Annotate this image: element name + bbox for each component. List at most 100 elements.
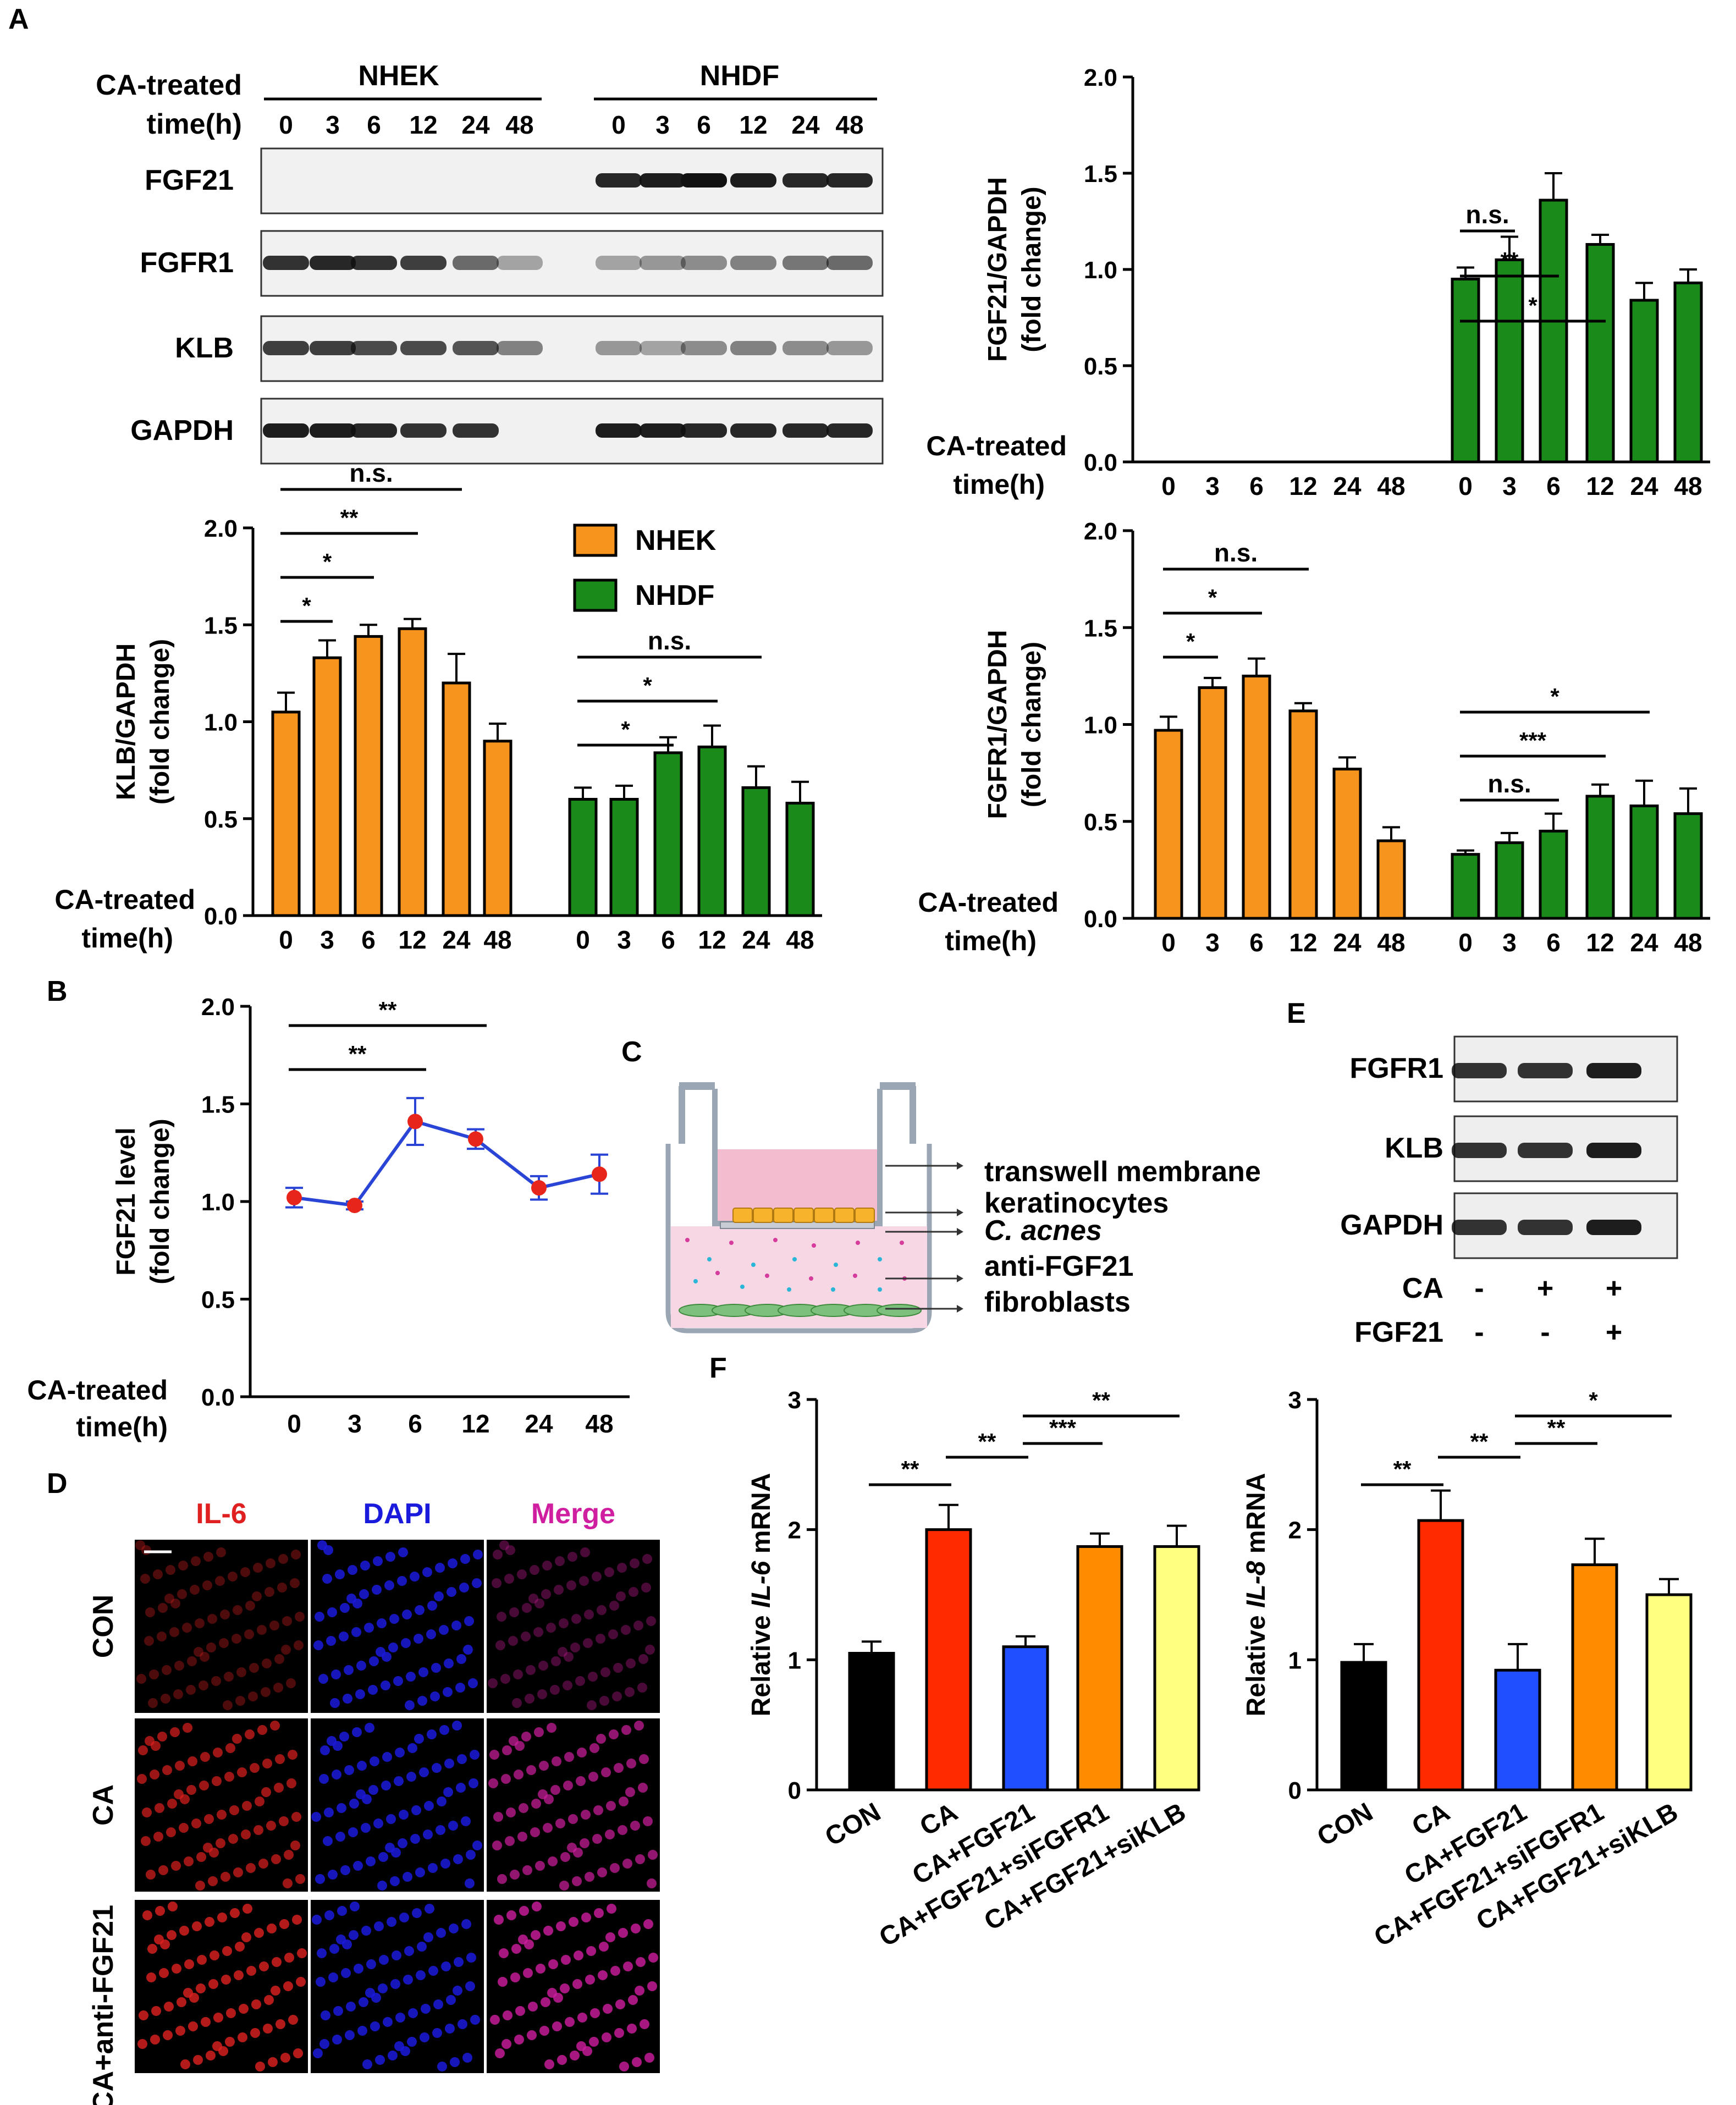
cell-signal	[444, 1759, 454, 1768]
cell-signal	[151, 1741, 161, 1751]
bacterium	[900, 1241, 904, 1245]
cell-signal	[346, 2002, 356, 2012]
y-label-pre: Relative	[747, 1608, 776, 1716]
bar-nhdf	[1673, 812, 1703, 920]
cell-signal	[139, 2010, 148, 2020]
cell-signal	[386, 1814, 396, 1824]
cell-signal	[324, 1808, 334, 1817]
bar-nhdf	[653, 751, 683, 917]
cell-signal	[440, 1859, 450, 1869]
cell-signal	[217, 1810, 227, 1820]
blot-e-row-label: KLB	[1385, 1132, 1443, 1164]
bar-nhdf	[1673, 282, 1703, 464]
cell-signal	[182, 1623, 192, 1633]
cell-signal	[348, 1565, 357, 1575]
significance-label: ***	[1049, 1415, 1077, 1441]
cell-signal	[495, 2048, 505, 2058]
cell-signal	[146, 1972, 156, 1982]
blot-e-ca-sign: -	[1474, 1272, 1484, 1304]
cell-signal	[473, 1550, 483, 1560]
cell-signal	[370, 1756, 379, 1766]
y-label-post: mRNA	[1242, 1473, 1271, 1561]
cell-signal	[561, 1955, 571, 1965]
cell-signal	[635, 1854, 645, 1864]
cell-signal	[619, 1797, 629, 1806]
cell-signal	[158, 1603, 168, 1613]
legend-label-nhdf: NHDF	[635, 580, 714, 611]
diagram-label: anti-FGF21	[984, 1250, 1134, 1282]
bar-nhdf	[568, 798, 598, 917]
cell-signal	[555, 1556, 565, 1566]
cell-signal	[613, 1663, 623, 1673]
significance-label: ***	[1519, 728, 1547, 753]
blot-a-band	[400, 341, 447, 355]
cell-signal	[497, 1612, 506, 1622]
cell-signal	[246, 1966, 256, 1976]
cell-signal	[366, 1856, 376, 1866]
cell-signal	[390, 1876, 400, 1886]
cell-signal	[142, 1808, 152, 1817]
cell-signal	[355, 1689, 365, 1699]
cell-signal	[221, 1975, 231, 1985]
cell-signal	[628, 1995, 638, 2005]
cell-signal	[146, 1870, 156, 1880]
y-axis-label: Relative IL-8 mRNA	[1242, 1473, 1271, 1717]
cell-signal	[546, 1623, 556, 1633]
cell-signal	[255, 2062, 265, 2071]
significance-label: **	[1547, 1415, 1566, 1441]
cell-signal	[570, 1643, 580, 1652]
cell-signal	[311, 1812, 321, 1822]
cell-signal	[524, 1939, 534, 1949]
blot-e-band	[1452, 1220, 1507, 1235]
bar	[925, 1528, 972, 1792]
cell-signal	[543, 1823, 553, 1833]
cell-signal	[565, 2017, 575, 2027]
blot-a-ca-label: CA-treated	[96, 69, 242, 101]
blot-a-band	[826, 173, 873, 188]
cell-signal	[192, 1921, 202, 1931]
y-tick-label: 0.0	[1084, 906, 1117, 933]
cell-signal	[564, 1652, 574, 1662]
cell-signal	[601, 1767, 611, 1777]
cell-signal	[333, 1741, 343, 1751]
y-tick-label: 0.5	[1084, 809, 1117, 836]
y-label-pre: Relative	[1242, 1608, 1271, 1716]
cell-signal	[292, 1915, 302, 1925]
blot-e-band	[1518, 1220, 1573, 1235]
cell-signal	[425, 1904, 434, 1914]
cell-signal	[555, 1819, 565, 1828]
cell-signal	[248, 1691, 258, 1701]
image-row-label: CA+anti-FGF21	[87, 1905, 119, 2105]
cell-signal	[208, 1876, 218, 1886]
cell-signal	[502, 1745, 512, 1755]
cell-signal	[167, 1930, 177, 1940]
significance-label: *	[1208, 585, 1217, 610]
cell-signal	[259, 1961, 269, 1971]
cell-signal	[455, 1683, 465, 1693]
cell-signal	[590, 2008, 600, 2018]
cell-signal	[404, 1946, 414, 1956]
cell-signal	[587, 1700, 597, 1710]
x-tick-label: 3	[348, 1409, 362, 1438]
cell-signal	[219, 1638, 229, 1648]
cell-signal	[255, 1797, 264, 1806]
cell-signal	[150, 1770, 159, 1779]
cell-signal	[313, 1640, 323, 1650]
cell-signal	[492, 1841, 502, 1850]
cell-signal	[428, 1966, 438, 1976]
cell-signal	[450, 2057, 460, 2067]
cell-signal	[544, 2059, 554, 2069]
cell-signal	[638, 1654, 648, 1664]
cell-signal	[456, 1783, 466, 1793]
blot-a-time-nhek: 12	[409, 111, 437, 139]
blot-a-time-nhdf: 48	[835, 111, 863, 139]
blot-a-band	[730, 256, 776, 270]
cell-signal	[384, 1580, 394, 1590]
cell-signal	[490, 2015, 500, 2025]
x-tick-label: 0	[576, 925, 590, 954]
cell-signal	[543, 1926, 553, 1936]
bacterium	[751, 1263, 756, 1267]
blot-a-nhdf-label: NHDF	[700, 60, 779, 92]
cell-signal	[493, 1550, 503, 1560]
